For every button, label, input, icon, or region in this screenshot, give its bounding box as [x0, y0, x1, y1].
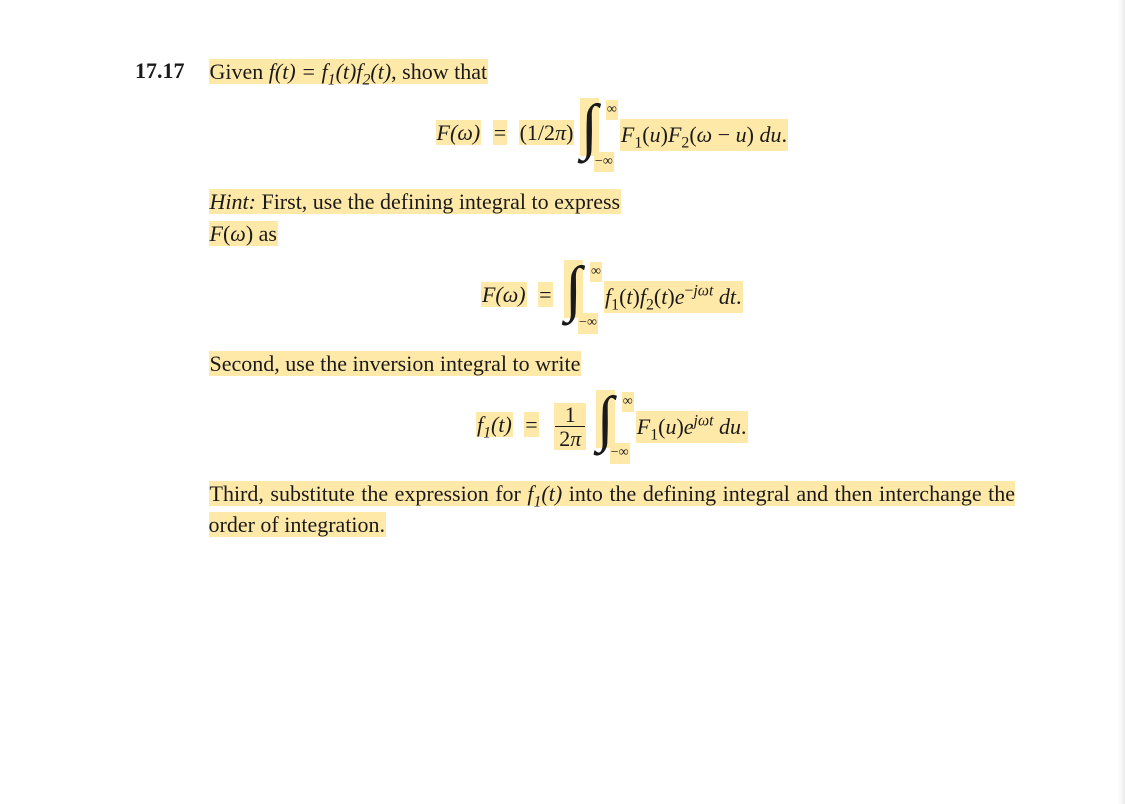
- eq3-frac-den: 2π: [555, 426, 585, 450]
- integral-icon: ∫ ∞ −∞: [596, 398, 630, 456]
- eq3-lhs: f1(t): [476, 412, 513, 437]
- hint-sym-line: F(ω) as: [209, 221, 278, 246]
- eq2-lhs: F(ω): [481, 282, 527, 307]
- eq2-eq: =: [538, 282, 552, 307]
- second-text: Second, use the inversion integral to wr…: [209, 351, 582, 376]
- hint-text: First, use the defining integral to expr…: [256, 189, 620, 214]
- third-paragraph: Third, substitute the expression for f1(…: [209, 478, 1016, 542]
- page: 17.17 Given f(t) = f1(t)f2(t), show that…: [0, 0, 1125, 804]
- hint-highlight: Hint: First, use the defining integral t…: [209, 189, 622, 214]
- problem-body: Given f(t) = f1(t)f2(t), show that F(ω) …: [209, 56, 1016, 541]
- equation-2: F(ω) = ∫ ∞ −∞ f1(t)f2(t)e−jωt dt.: [209, 268, 1016, 326]
- eq2-exp: −jωt: [684, 282, 713, 299]
- eq3-lower: −∞: [610, 443, 630, 463]
- hint-label: Hint:: [210, 189, 256, 214]
- problem-block: 17.17 Given f(t) = f1(t)f2(t), show that…: [135, 56, 1015, 541]
- second-paragraph: Second, use the inversion integral to wr…: [209, 348, 1016, 380]
- third-text-1: Third, substitute the expression for: [210, 481, 528, 506]
- intro-before: Given: [210, 59, 269, 84]
- equation-3: f1(t) = 1 2π ∫ ∞ −∞ F1(u)ejωt du.: [209, 398, 1016, 456]
- eq1-upper: ∞: [606, 100, 618, 120]
- hint-paragraph: Hint: First, use the defining integral t…: [209, 186, 1016, 250]
- eq3-exp: jωt: [694, 412, 714, 429]
- intro-after: , show that: [391, 59, 487, 84]
- eq1-minus: −: [718, 122, 736, 147]
- eq1-integrand: F1(u)F2(ω − u) du.: [620, 119, 788, 151]
- problem-number: 17.17: [135, 56, 185, 84]
- int-glyph: ∫: [564, 260, 583, 318]
- int-glyph: ∫: [580, 98, 599, 156]
- eq3-frac: 1 2π: [554, 403, 586, 450]
- int-glyph: ∫: [596, 390, 615, 448]
- third-sym: f1(t): [527, 481, 562, 506]
- intro-line: Given f(t) = f1(t)f2(t), show that: [209, 56, 1016, 88]
- eq1-lower: −∞: [594, 152, 614, 172]
- eq2-integrand: f1(t)f2(t)e−jωt dt.: [604, 281, 742, 313]
- equation-1: F(ω) = (1/2π) ∫ ∞ −∞ F1(u)F2(ω − u) du.: [209, 106, 1016, 164]
- intro-highlight: Given f(t) = f1(t)f2(t), show that: [209, 59, 489, 84]
- eq3-eq: =: [524, 412, 538, 437]
- eq1-coef: (1/2π): [519, 120, 575, 145]
- intro-math: f(t) = f1(t)f2(t): [269, 59, 391, 84]
- integral-icon: ∫ ∞ −∞: [580, 106, 614, 164]
- hint-after: as: [253, 221, 277, 246]
- eq3-upper: ∞: [622, 392, 634, 412]
- eq1-integral: ∫ ∞ −∞ F1(u)F2(ω − u) du.: [580, 106, 788, 164]
- integral-icon: ∫ ∞ −∞: [564, 268, 598, 326]
- eq2-integral: ∫ ∞ −∞ f1(t)f2(t)e−jωt dt.: [564, 268, 742, 326]
- eq2-upper: ∞: [590, 262, 602, 282]
- eq3-integral: ∫ ∞ −∞ F1(u)ejωt du.: [596, 398, 748, 456]
- eq3-frac-num: 1: [561, 403, 580, 426]
- eq2-lower: −∞: [578, 313, 598, 333]
- eq1-eq: =: [493, 120, 507, 145]
- eq1-lhs: F(ω): [436, 120, 482, 145]
- eq3-integrand: F1(u)ejωt du.: [636, 411, 748, 443]
- third-highlight: Third, substitute the expression for f1(…: [209, 481, 1016, 538]
